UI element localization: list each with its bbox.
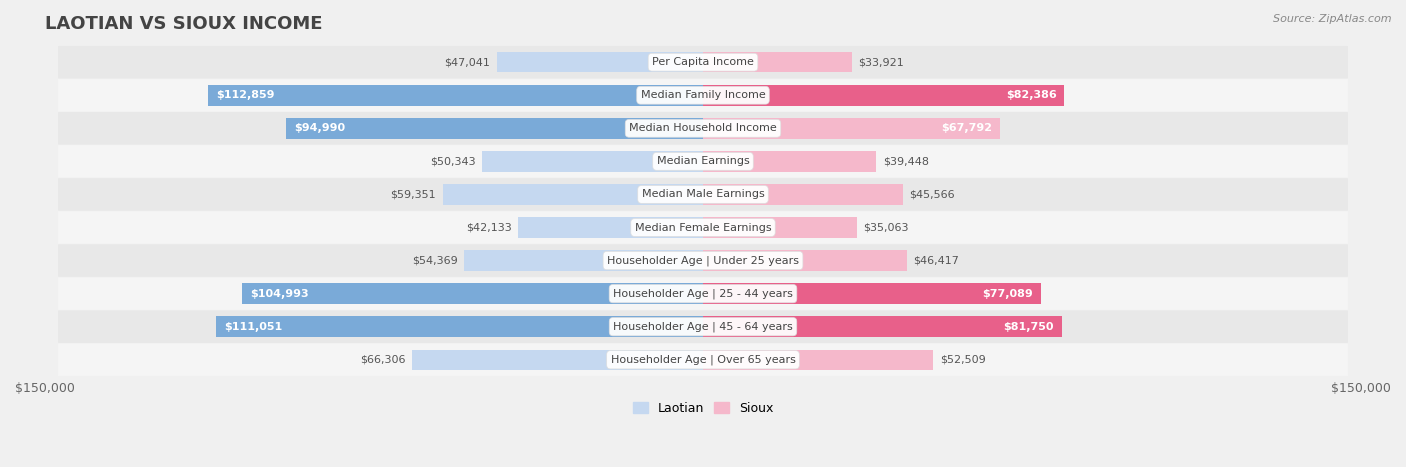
Bar xyxy=(703,217,856,238)
Text: $66,306: $66,306 xyxy=(360,355,405,365)
FancyBboxPatch shape xyxy=(58,112,1348,144)
Text: $46,417: $46,417 xyxy=(914,255,959,266)
Bar xyxy=(703,85,1064,106)
FancyBboxPatch shape xyxy=(58,344,1348,376)
Text: Median Family Income: Median Family Income xyxy=(641,90,765,100)
Bar xyxy=(482,151,703,172)
Legend: Laotian, Sioux: Laotian, Sioux xyxy=(627,396,779,420)
Bar xyxy=(412,349,703,370)
Text: Householder Age | 45 - 64 years: Householder Age | 45 - 64 years xyxy=(613,321,793,332)
Text: Source: ZipAtlas.com: Source: ZipAtlas.com xyxy=(1274,14,1392,24)
Text: $67,792: $67,792 xyxy=(942,123,993,133)
Text: Median Male Earnings: Median Male Earnings xyxy=(641,190,765,199)
Bar xyxy=(443,184,703,205)
Bar xyxy=(496,52,703,72)
Bar xyxy=(464,250,703,271)
Text: $81,750: $81,750 xyxy=(1004,322,1053,332)
Bar xyxy=(703,250,907,271)
Text: $50,343: $50,343 xyxy=(430,156,475,166)
FancyBboxPatch shape xyxy=(58,277,1348,310)
Text: Householder Age | Over 65 years: Householder Age | Over 65 years xyxy=(610,354,796,365)
Text: Median Female Earnings: Median Female Earnings xyxy=(634,222,772,233)
Text: $42,133: $42,133 xyxy=(465,222,512,233)
Bar xyxy=(703,118,1001,139)
FancyBboxPatch shape xyxy=(58,46,1348,78)
Bar xyxy=(703,52,852,72)
FancyBboxPatch shape xyxy=(58,145,1348,177)
Text: $47,041: $47,041 xyxy=(444,57,491,67)
Text: $59,351: $59,351 xyxy=(391,190,436,199)
Bar xyxy=(287,118,703,139)
Text: $45,566: $45,566 xyxy=(910,190,955,199)
Bar xyxy=(703,349,934,370)
Text: $112,859: $112,859 xyxy=(215,90,274,100)
Text: $39,448: $39,448 xyxy=(883,156,928,166)
Text: $111,051: $111,051 xyxy=(224,322,283,332)
Bar xyxy=(519,217,703,238)
Text: $94,990: $94,990 xyxy=(294,123,346,133)
Bar xyxy=(703,151,876,172)
FancyBboxPatch shape xyxy=(58,244,1348,277)
Text: $82,386: $82,386 xyxy=(1005,90,1056,100)
Text: $52,509: $52,509 xyxy=(941,355,986,365)
Text: Householder Age | Under 25 years: Householder Age | Under 25 years xyxy=(607,255,799,266)
Text: Per Capita Income: Per Capita Income xyxy=(652,57,754,67)
Text: $33,921: $33,921 xyxy=(859,57,904,67)
FancyBboxPatch shape xyxy=(58,178,1348,211)
Bar xyxy=(703,184,903,205)
Text: Householder Age | 25 - 44 years: Householder Age | 25 - 44 years xyxy=(613,289,793,299)
Text: $54,369: $54,369 xyxy=(412,255,458,266)
FancyBboxPatch shape xyxy=(58,79,1348,112)
Bar xyxy=(215,317,703,337)
Text: $104,993: $104,993 xyxy=(250,289,309,298)
Text: Median Earnings: Median Earnings xyxy=(657,156,749,166)
FancyBboxPatch shape xyxy=(58,211,1348,244)
Bar xyxy=(242,283,703,304)
Text: LAOTIAN VS SIOUX INCOME: LAOTIAN VS SIOUX INCOME xyxy=(45,15,322,33)
Text: Median Household Income: Median Household Income xyxy=(628,123,778,133)
Bar xyxy=(703,317,1062,337)
Text: $77,089: $77,089 xyxy=(983,289,1033,298)
Bar xyxy=(703,283,1042,304)
Text: $35,063: $35,063 xyxy=(863,222,908,233)
Bar xyxy=(208,85,703,106)
FancyBboxPatch shape xyxy=(58,311,1348,343)
